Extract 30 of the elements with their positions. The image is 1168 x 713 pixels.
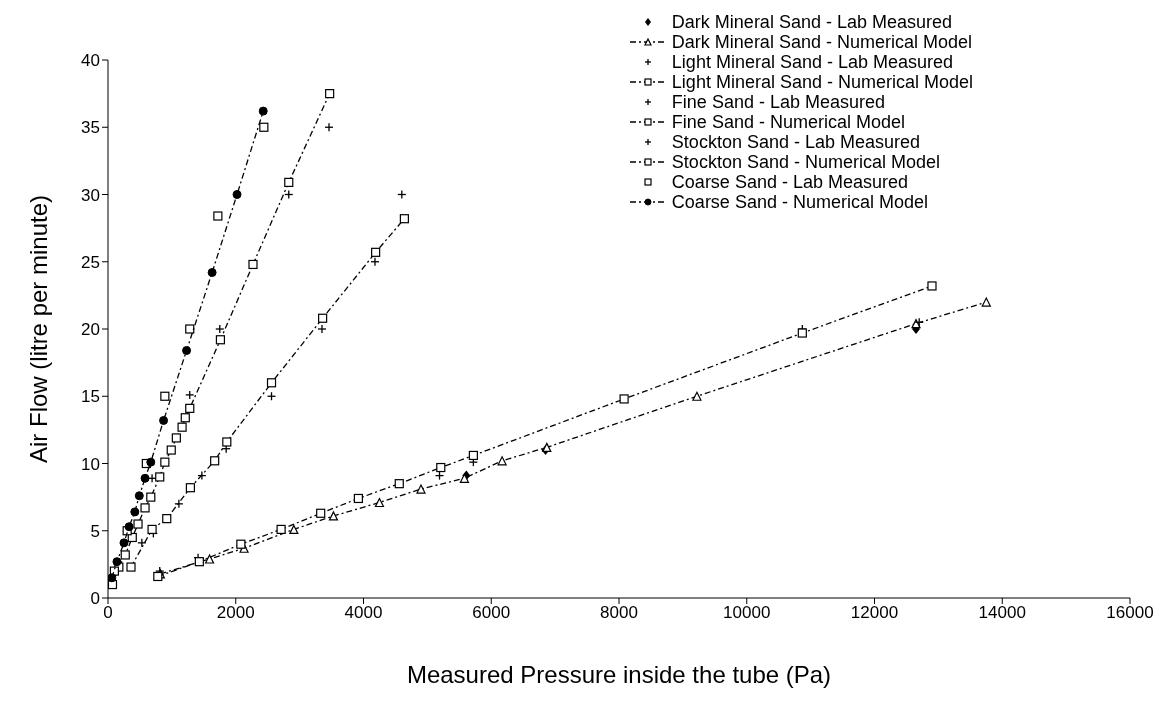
x-tick-label: 8000: [600, 603, 638, 623]
legend-label: Light Mineral Sand - Numerical Model: [671, 72, 973, 92]
y-tick-label: 5: [90, 521, 100, 541]
y-tick-label: 40: [81, 51, 100, 71]
y-tick-label: 35: [81, 118, 100, 138]
y-tick-label: 20: [81, 320, 100, 340]
legend-label: Dark Mineral Sand - Numerical Model: [671, 32, 972, 52]
x-tick-label: 12000: [850, 603, 899, 623]
legend-label: Light Mineral Sand - Lab Measured: [671, 52, 954, 72]
y-tick-label: 25: [81, 252, 100, 272]
x-axis-title: Measured Pressure inside the tube (Pa): [406, 661, 832, 688]
x-tick-label: 16000: [1106, 603, 1154, 623]
y-tick-label: 30: [81, 185, 100, 205]
x-tick-label: 2000: [216, 603, 255, 623]
legend-label: Fine Sand - Lab Measured: [671, 92, 885, 112]
legend-label: Fine Sand - Numerical Model: [671, 112, 905, 132]
legend-label: Coarse Sand - Lab Measured: [671, 172, 908, 192]
y-tick-label: 15: [81, 387, 100, 407]
legend-label: Dark Mineral Sand - Lab Measured: [671, 12, 952, 32]
legend-label: Stockton Sand - Lab Measured: [671, 132, 921, 152]
y-tick-label: 10: [81, 454, 100, 474]
legend-label: Coarse Sand - Numerical Model: [671, 192, 928, 212]
x-tick-label: 4000: [344, 603, 383, 623]
x-tick-label: 14000: [978, 603, 1026, 623]
x-tick-label: 6000: [472, 603, 511, 623]
y-axis-title: Air Flow (litre per minute): [24, 194, 52, 464]
x-tick-label: 0: [103, 603, 113, 623]
y-tick-label: 0: [90, 589, 100, 609]
legend-label: Stockton Sand - Numerical Model: [671, 152, 940, 172]
x-tick-label: 10000: [723, 603, 771, 623]
